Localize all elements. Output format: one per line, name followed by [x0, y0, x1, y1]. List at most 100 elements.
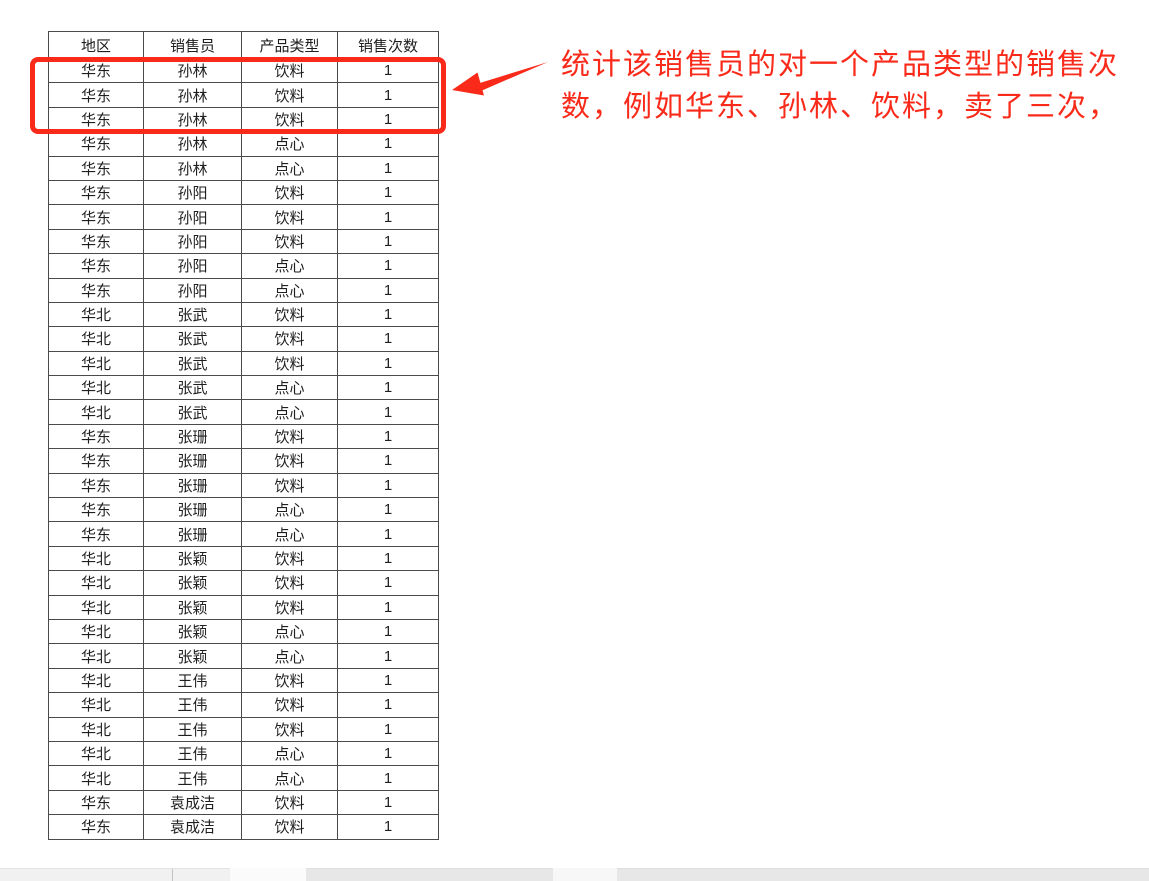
cell-salesperson[interactable]: 袁成洁 [143, 814, 242, 840]
cell-sales-count[interactable]: 1 [337, 545, 439, 572]
cell-region[interactable]: 华东 [48, 228, 144, 255]
cell-salesperson[interactable]: 王伟 [143, 765, 242, 791]
cell-product-type[interactable]: 饮料 [241, 545, 338, 572]
cell-product-type[interactable]: 饮料 [241, 326, 338, 352]
cell-region[interactable]: 华北 [48, 545, 144, 572]
cell-region[interactable]: 华北 [48, 692, 144, 718]
cell-sales-count[interactable]: 1 [337, 789, 439, 816]
cell-salesperson[interactable]: 张武 [143, 301, 242, 328]
cell-sales-count[interactable]: 1 [337, 277, 439, 303]
cell-sales-count[interactable]: 1 [337, 692, 439, 718]
cell-region[interactable]: 华东 [48, 253, 144, 279]
cell-product-type[interactable]: 点心 [241, 521, 338, 547]
cell-sales-count[interactable]: 1 [337, 521, 439, 547]
cell-region[interactable]: 华东 [48, 179, 144, 206]
cell-region[interactable]: 华东 [48, 131, 144, 157]
cell-region[interactable]: 华北 [48, 765, 144, 791]
cell-region[interactable]: 华东 [48, 82, 144, 108]
cell-salesperson[interactable]: 张珊 [143, 423, 242, 450]
column-header-sales-count[interactable]: 销售次数 [337, 31, 439, 59]
cell-product-type[interactable]: 点心 [241, 253, 338, 279]
cell-sales-count[interactable]: 1 [337, 131, 439, 157]
cell-salesperson[interactable]: 王伟 [143, 667, 242, 694]
cell-region[interactable]: 华东 [48, 814, 144, 840]
cell-product-type[interactable]: 饮料 [241, 301, 338, 328]
cell-product-type[interactable]: 饮料 [241, 448, 338, 474]
cell-region[interactable]: 华北 [48, 594, 144, 620]
cell-region[interactable]: 华北 [48, 326, 144, 352]
cell-product-type[interactable]: 饮料 [241, 594, 338, 620]
cell-region[interactable]: 华东 [48, 155, 144, 181]
cell-salesperson[interactable]: 孙阳 [143, 228, 242, 255]
cell-salesperson[interactable]: 张颖 [143, 594, 242, 620]
cell-sales-count[interactable]: 1 [337, 643, 439, 669]
cell-sales-count[interactable]: 1 [337, 497, 439, 523]
cell-salesperson[interactable]: 孙林 [143, 155, 242, 181]
cell-product-type[interactable]: 点心 [241, 765, 338, 791]
cell-sales-count[interactable]: 1 [337, 253, 439, 279]
cell-sales-count[interactable]: 1 [337, 716, 439, 742]
cell-sales-count[interactable]: 1 [337, 375, 439, 401]
cell-product-type[interactable]: 饮料 [241, 82, 338, 108]
cell-region[interactable]: 华北 [48, 301, 144, 328]
cell-salesperson[interactable]: 孙林 [143, 82, 242, 108]
cell-salesperson[interactable]: 张珊 [143, 521, 242, 547]
cell-sales-count[interactable]: 1 [337, 399, 439, 425]
cell-sales-count[interactable]: 1 [337, 301, 439, 328]
cell-product-type[interactable]: 点心 [241, 399, 338, 425]
cell-region[interactable]: 华北 [48, 740, 144, 767]
cell-region[interactable]: 华东 [48, 497, 144, 523]
cell-product-type[interactable]: 饮料 [241, 179, 338, 206]
cell-region[interactable]: 华东 [48, 472, 144, 499]
cell-region[interactable]: 华北 [48, 570, 144, 596]
cell-salesperson[interactable]: 张武 [143, 399, 242, 425]
cell-region[interactable]: 华北 [48, 350, 144, 377]
cell-salesperson[interactable]: 张颖 [143, 618, 242, 645]
cell-product-type[interactable]: 饮料 [241, 106, 338, 133]
cell-salesperson[interactable]: 张颖 [143, 643, 242, 669]
cell-product-type[interactable]: 点心 [241, 740, 338, 767]
cell-product-type[interactable]: 饮料 [241, 667, 338, 694]
cell-sales-count[interactable]: 1 [337, 814, 439, 840]
cell-product-type[interactable]: 饮料 [241, 814, 338, 840]
cell-salesperson[interactable]: 张珊 [143, 472, 242, 499]
cell-region[interactable]: 华东 [48, 521, 144, 547]
cell-sales-count[interactable]: 1 [337, 228, 439, 255]
cell-sales-count[interactable]: 1 [337, 618, 439, 645]
cell-region[interactable]: 华北 [48, 716, 144, 742]
cell-sales-count[interactable]: 1 [337, 594, 439, 620]
cell-sales-count[interactable]: 1 [337, 423, 439, 450]
cell-salesperson[interactable]: 张颖 [143, 545, 242, 572]
cell-region[interactable]: 华北 [48, 375, 144, 401]
cell-region[interactable]: 华东 [48, 277, 144, 303]
cell-sales-count[interactable]: 1 [337, 155, 439, 181]
cell-product-type[interactable]: 饮料 [241, 570, 338, 596]
cell-product-type[interactable]: 点心 [241, 131, 338, 157]
cell-product-type[interactable]: 点心 [241, 155, 338, 181]
cell-sales-count[interactable]: 1 [337, 448, 439, 474]
cell-salesperson[interactable]: 张武 [143, 350, 242, 377]
cell-region[interactable]: 华东 [48, 106, 144, 133]
cell-product-type[interactable]: 饮料 [241, 423, 338, 450]
cell-region[interactable]: 华北 [48, 667, 144, 694]
cell-sales-count[interactable]: 1 [337, 765, 439, 791]
cell-salesperson[interactable]: 孙阳 [143, 179, 242, 206]
cell-region[interactable]: 华东 [48, 789, 144, 816]
cell-salesperson[interactable]: 孙阳 [143, 277, 242, 303]
cell-region[interactable]: 华东 [48, 423, 144, 450]
column-header-product-type[interactable]: 产品类型 [241, 31, 338, 59]
cell-product-type[interactable]: 饮料 [241, 350, 338, 377]
cell-region[interactable]: 华东 [48, 448, 144, 474]
cell-product-type[interactable]: 点心 [241, 497, 338, 523]
cell-salesperson[interactable]: 王伟 [143, 740, 242, 767]
cell-sales-count[interactable]: 1 [337, 82, 439, 108]
cell-product-type[interactable]: 饮料 [241, 472, 338, 499]
column-header-region[interactable]: 地区 [48, 31, 144, 59]
cell-sales-count[interactable]: 1 [337, 667, 439, 694]
cell-product-type[interactable]: 饮料 [241, 716, 338, 742]
cell-salesperson[interactable]: 孙林 [143, 131, 242, 157]
cell-product-type[interactable]: 点心 [241, 618, 338, 645]
cell-product-type[interactable]: 饮料 [241, 228, 338, 255]
cell-region[interactable]: 华北 [48, 618, 144, 645]
cell-region[interactable]: 华东 [48, 57, 144, 84]
